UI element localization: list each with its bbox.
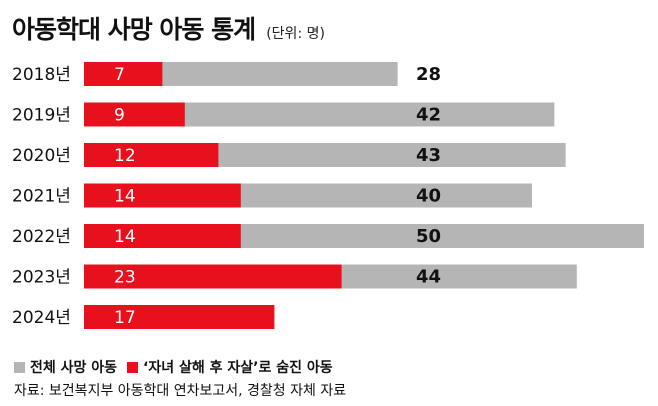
- chart-title: 아동학대 사망 아동 통계: [12, 15, 256, 44]
- bar-concealed: [84, 62, 163, 86]
- bar-concealed: [84, 183, 241, 208]
- legend-swatch-total: [14, 361, 25, 373]
- year-label: 2023년: [12, 268, 71, 288]
- value-label-concealed: 23: [114, 268, 136, 288]
- value-label-total: 44: [416, 267, 441, 288]
- value-label-concealed: 12: [114, 146, 136, 166]
- title-row: 아동학대 사망 아동 통계 (단위: 명): [12, 10, 325, 46]
- legend: 전체 사망 아동 ‘자녀 살해 후 자살’로 숨진 아동: [14, 357, 343, 377]
- bar-concealed: [84, 224, 241, 248]
- year-label: 2021년: [12, 187, 71, 207]
- value-label-concealed: 17: [114, 308, 136, 328]
- chart-area: 2018년 28 7 2019년 42 9 2020년 43 12 2021년 40 14 2022년 5…: [12, 62, 644, 329]
- legend-item-concealed: ‘자녀 살해 후 자살’로 숨진 아동: [127, 357, 333, 377]
- value-label-concealed: 14: [114, 187, 136, 207]
- year-label: 2019년: [12, 106, 71, 126]
- unit-label: (단위: 명): [266, 26, 325, 42]
- value-label-total: 28: [416, 64, 441, 85]
- bar-concealed: [84, 143, 219, 167]
- year-label: 2020년: [12, 146, 71, 166]
- value-label-total: 42: [416, 105, 441, 126]
- value-label-concealed: 9: [114, 106, 125, 126]
- value-label-total: 43: [416, 145, 441, 166]
- legend-label-concealed: ‘자녀 살해 후 자살’로 숨진 아동: [143, 360, 333, 376]
- bar-concealed: [84, 102, 185, 127]
- year-label: 2018년: [12, 65, 71, 85]
- legend-swatch-concealed: [127, 361, 139, 373]
- year-label: 2024년: [12, 308, 71, 328]
- legend-item-total: 전체 사망 아동: [14, 357, 117, 377]
- value-label-concealed: 7: [114, 65, 125, 85]
- value-label-concealed: 14: [114, 227, 136, 247]
- year-label: 2022년: [12, 227, 71, 247]
- legend-label-total: 전체 사망 아동: [30, 360, 118, 376]
- source-note: 자료: 보건복지부 아동학대 연차보고서, 경찰청 자체 자료: [14, 383, 347, 399]
- value-label-total: 40: [416, 186, 441, 207]
- value-label-total: 50: [416, 226, 441, 247]
- bar-concealed: [84, 305, 275, 329]
- bar-concealed: [84, 264, 342, 289]
